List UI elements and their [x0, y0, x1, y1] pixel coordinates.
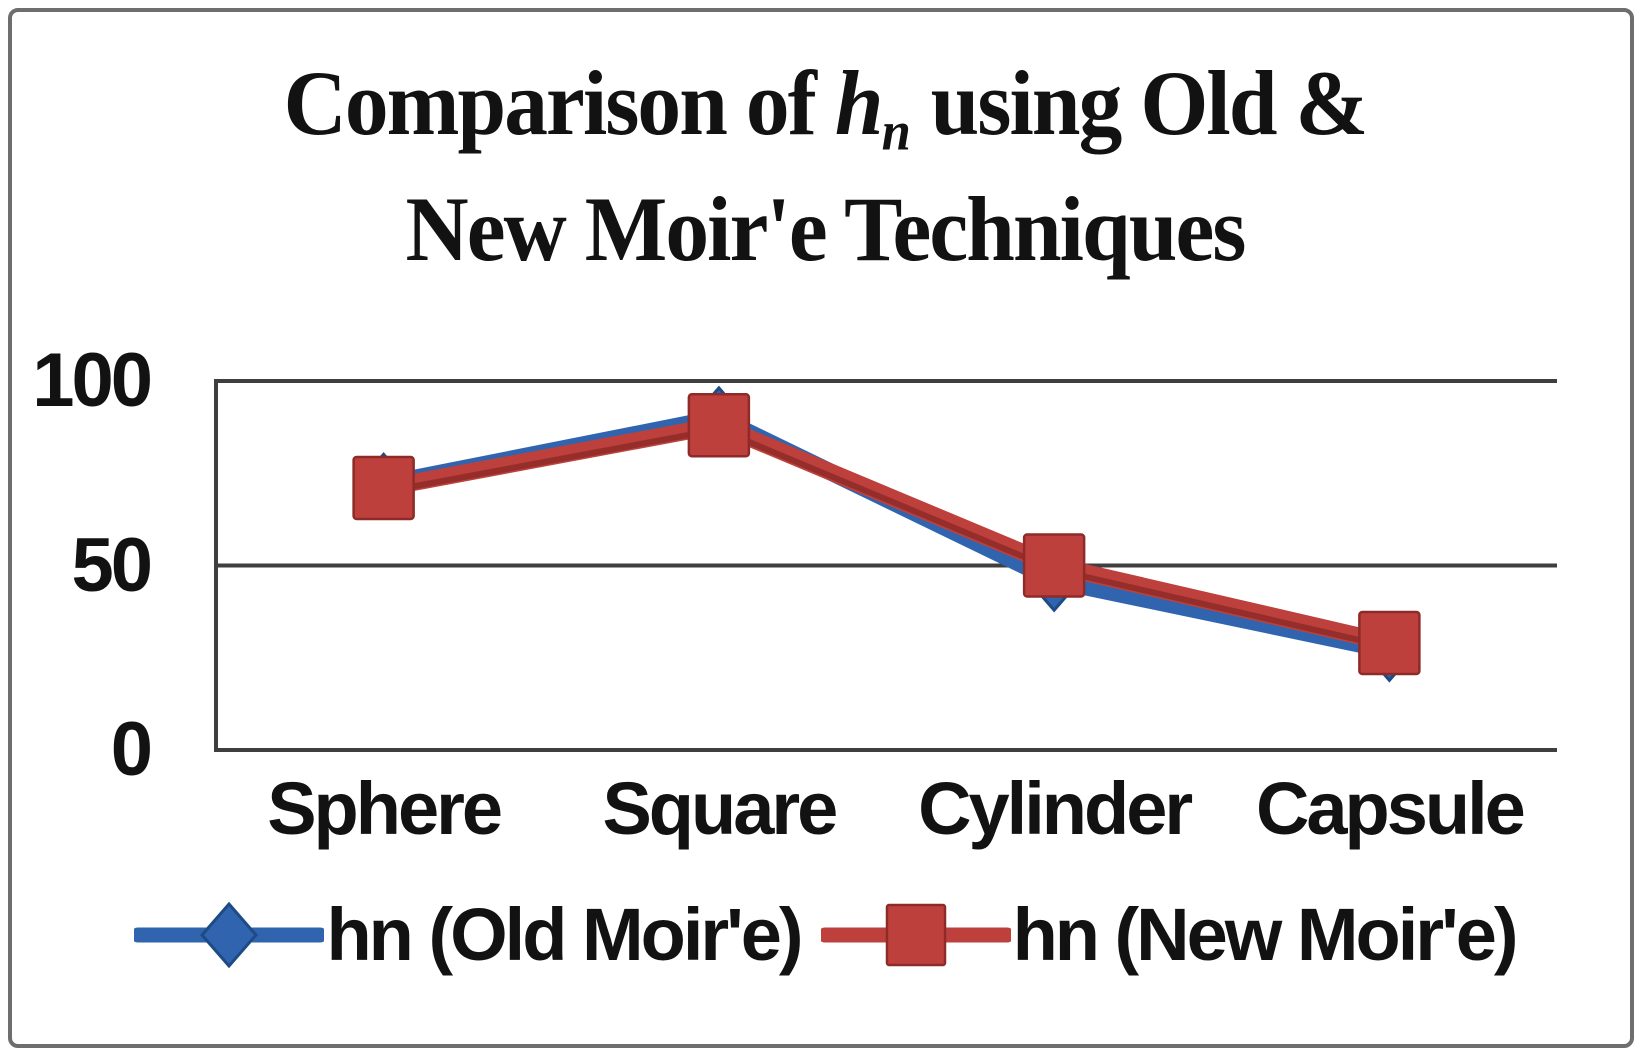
chart-legend: hn (Old Moir'e) hn (New Moir'e): [0, 892, 1650, 978]
chart-title-line2: New Moir'e Techniques: [405, 178, 1247, 281]
chart-title-line1: Comparison of hn using Old &: [41, 54, 1609, 180]
new-moire-marker-square: [687, 393, 751, 458]
x-axis-label-sphere: Sphere: [267, 767, 503, 850]
new-moire-series-line-shade: [383, 426, 1391, 650]
new-moire-marker-cylinder: [1022, 533, 1086, 598]
title-variable: hn: [834, 52, 911, 162]
new-moire-marker-sphere: [352, 455, 415, 521]
new-moire-series-line: [375, 416, 1398, 652]
legend-label-old-moire: hn (Old Moir'e): [326, 893, 803, 976]
legend-square-marker: [885, 903, 946, 967]
title-subscript: n: [881, 100, 911, 162]
new-moire-line-square-icon: [820, 903, 1011, 967]
y-axis-tick-0: 0: [110, 707, 153, 792]
y-axis-tick-100: 100: [32, 338, 153, 423]
x-axis-label-cylinder: Cylinder: [918, 767, 1193, 850]
chart-title: Comparison of hn using Old & New Moir'e …: [41, 54, 1609, 278]
title-text-post: using Old &: [910, 52, 1369, 154]
x-axis-label-capsule: Capsule: [1255, 767, 1526, 850]
legend-label-new-moire: hn (New Moir'e): [1012, 893, 1519, 976]
x-axis-label-square: Square: [602, 767, 838, 850]
old-moire-line-diamond-icon: [134, 901, 325, 969]
title-text-pre: Comparison of: [283, 52, 835, 154]
legend-item-new-moire: hn (New Moir'e): [820, 892, 1519, 978]
legend-diamond-marker: [200, 901, 259, 969]
figure-border: [8, 8, 1634, 1048]
new-moire-marker-capsule: [1358, 610, 1421, 676]
legend-item-old-moire: hn (Old Moir'e): [134, 892, 804, 978]
y-axis-tick-50: 50: [71, 522, 153, 608]
